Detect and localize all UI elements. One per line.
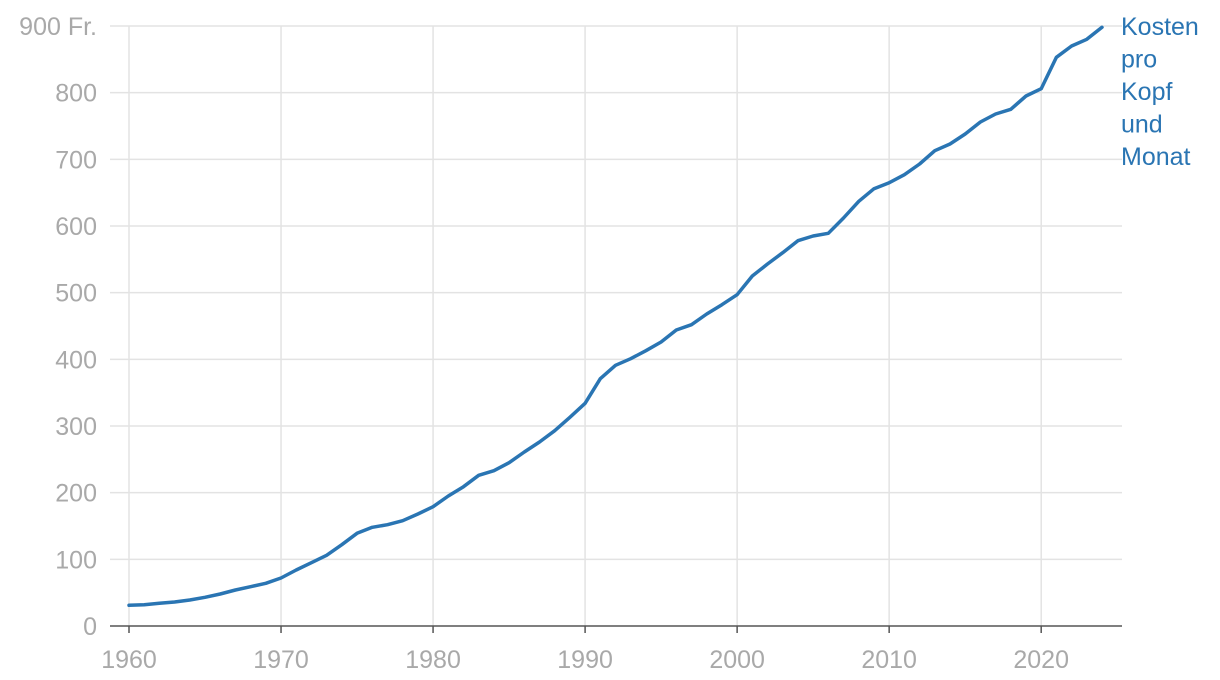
x-tick-label: 2000 — [709, 646, 765, 674]
y-tick-label: 500 — [55, 280, 97, 308]
y-tick-label: 400 — [55, 346, 97, 374]
series-label-line: pro — [1121, 46, 1157, 74]
series-line — [127, 25, 1104, 608]
series-label-line: Monat — [1121, 143, 1191, 171]
y-axis-tick-labels: 0 100 200 300 400 500 600 700 800 900 Fr. — [19, 13, 97, 641]
x-axis-ticks — [128, 626, 1042, 633]
x-tick-label: 2020 — [1013, 646, 1069, 674]
y-tick-label: 800 — [55, 80, 97, 108]
x-tick-label: 1970 — [253, 646, 309, 674]
vertical-grid-lines — [128, 26, 1042, 626]
horizontal-grid-lines — [110, 25, 1122, 561]
y-tick-label: 900 Fr. — [19, 13, 97, 41]
x-tick-label: 2010 — [861, 646, 917, 674]
x-axis-tick-labels: 1960 1970 1980 1990 2000 2010 2020 — [101, 646, 1069, 674]
x-tick-label: 1980 — [405, 646, 461, 674]
y-tick-label: 600 — [55, 213, 97, 241]
series-label-line: Kosten — [1121, 13, 1199, 41]
y-tick-label: 300 — [55, 413, 97, 441]
x-tick-label: 1960 — [101, 646, 157, 674]
y-tick-label: 100 — [55, 546, 97, 574]
series-label: Kosten pro Kopf und Monat — [1121, 13, 1199, 171]
x-tick-label: 1990 — [557, 646, 613, 674]
y-tick-label: 0 — [83, 613, 97, 641]
series-label-line: Kopf — [1121, 78, 1172, 106]
series-label-line: und — [1121, 111, 1163, 139]
y-tick-label: 200 — [55, 480, 97, 508]
y-tick-label: 700 — [55, 146, 97, 174]
